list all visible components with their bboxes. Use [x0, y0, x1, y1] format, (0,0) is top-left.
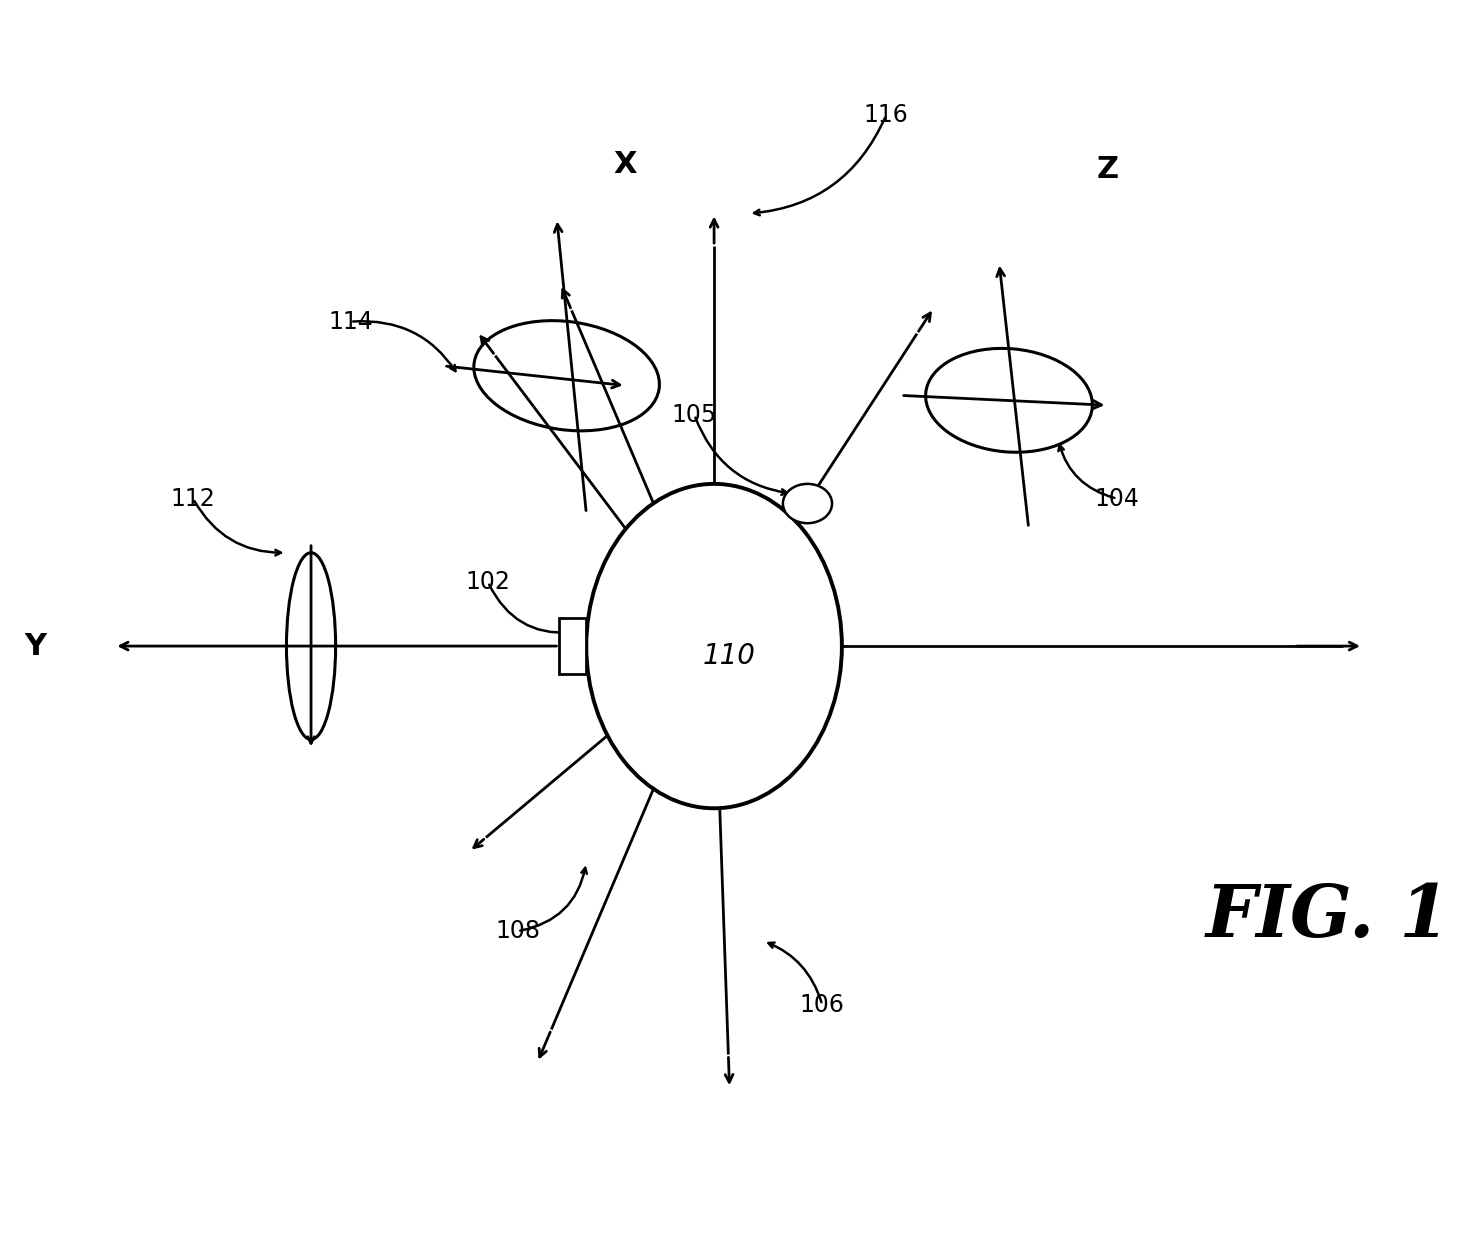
Text: 105: 105: [672, 403, 717, 428]
Text: 108: 108: [496, 919, 540, 943]
Ellipse shape: [586, 484, 841, 808]
Text: 114: 114: [328, 310, 372, 333]
Text: X: X: [614, 150, 637, 179]
Text: 116: 116: [864, 103, 908, 127]
Text: 106: 106: [800, 993, 844, 1017]
Text: Z: Z: [1097, 155, 1119, 184]
Text: FIG. 1: FIG. 1: [1206, 881, 1451, 952]
Text: Y: Y: [25, 631, 47, 660]
Text: 104: 104: [1095, 486, 1140, 511]
Ellipse shape: [784, 484, 833, 523]
Text: 110: 110: [702, 641, 755, 670]
Text: 102: 102: [466, 571, 510, 594]
Bar: [559, 618, 586, 675]
Text: 112: 112: [171, 486, 215, 511]
